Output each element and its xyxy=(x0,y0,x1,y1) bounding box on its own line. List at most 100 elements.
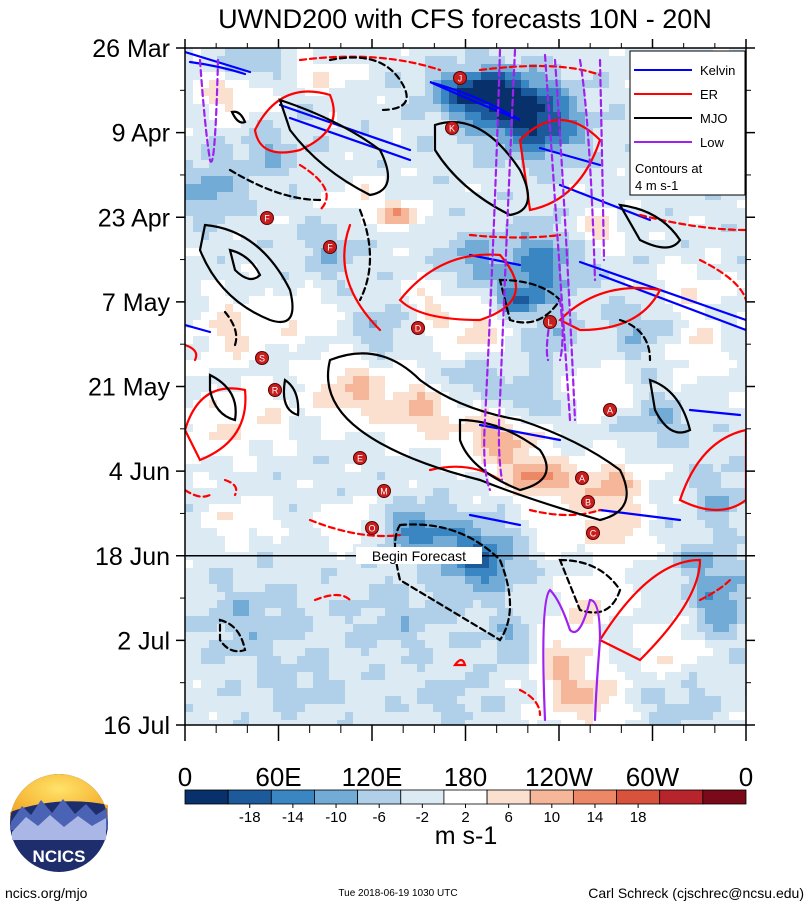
field-cell xyxy=(401,432,410,441)
field-cell xyxy=(649,488,658,497)
field-cell xyxy=(497,504,506,513)
field-cell xyxy=(617,128,626,137)
field-cell xyxy=(377,432,386,441)
field-cell xyxy=(489,176,498,185)
field-cell xyxy=(225,520,234,529)
field-cell xyxy=(337,320,346,329)
field-cell xyxy=(185,368,194,377)
field-cell xyxy=(513,224,522,233)
field-cell xyxy=(489,568,498,577)
field-cell xyxy=(697,424,706,433)
field-cell xyxy=(457,336,466,345)
field-cell xyxy=(489,168,498,177)
field-cell xyxy=(281,416,290,425)
field-cell xyxy=(297,488,306,497)
field-cell xyxy=(489,488,498,497)
field-cell xyxy=(297,240,306,249)
field-cell xyxy=(481,536,490,545)
field-cell xyxy=(185,208,194,217)
field-cell xyxy=(353,168,362,177)
field-cell xyxy=(425,224,434,233)
field-cell xyxy=(705,560,714,569)
field-cell xyxy=(689,248,698,257)
field-cell xyxy=(361,152,370,161)
field-cell xyxy=(529,464,538,473)
field-cell xyxy=(289,120,298,129)
field-cell xyxy=(569,328,578,337)
field-cell xyxy=(225,288,234,297)
field-cell xyxy=(513,200,522,209)
field-cell xyxy=(353,56,362,65)
field-cell xyxy=(721,568,730,577)
field-cell xyxy=(569,208,578,217)
field-cell xyxy=(265,328,274,337)
field-cell xyxy=(441,488,450,497)
field-cell xyxy=(609,440,618,449)
field-cell xyxy=(737,560,746,569)
field-cell xyxy=(209,232,218,241)
field-cell xyxy=(433,528,442,537)
field-cell xyxy=(449,160,458,169)
field-cell xyxy=(537,320,546,329)
field-cell xyxy=(297,344,306,353)
field-cell xyxy=(409,240,418,249)
field-cell xyxy=(217,72,226,81)
field-cell xyxy=(193,336,202,345)
field-cell xyxy=(593,512,602,521)
field-cell xyxy=(337,312,346,321)
field-cell xyxy=(553,352,562,361)
field-cell xyxy=(617,184,626,193)
field-cell xyxy=(273,88,282,97)
field-cell xyxy=(249,320,258,329)
field-cell xyxy=(497,392,506,401)
field-cell xyxy=(329,520,338,529)
field-cell xyxy=(297,496,306,505)
field-cell xyxy=(329,488,338,497)
field-cell xyxy=(337,456,346,465)
field-cell xyxy=(361,488,370,497)
field-cell xyxy=(585,328,594,337)
field-cell xyxy=(329,312,338,321)
field-cell xyxy=(617,192,626,201)
field-cell xyxy=(201,232,210,241)
field-cell xyxy=(233,504,242,513)
field-cell xyxy=(361,232,370,241)
field-cell xyxy=(353,176,362,185)
field-cell xyxy=(313,408,322,417)
field-cell xyxy=(689,560,698,569)
field-cell xyxy=(513,320,522,329)
field-cell xyxy=(537,352,546,361)
field-cell xyxy=(241,136,250,145)
field-cell xyxy=(481,168,490,177)
field-cell xyxy=(497,496,506,505)
field-cell xyxy=(217,104,226,113)
field-cell xyxy=(281,600,290,609)
field-cell xyxy=(545,216,554,225)
field-cell xyxy=(257,440,266,449)
field-cell xyxy=(689,536,698,545)
field-cell xyxy=(385,272,394,281)
field-cell xyxy=(553,560,562,569)
field-cell xyxy=(345,160,354,169)
field-cell xyxy=(329,264,338,273)
field-cell xyxy=(561,72,570,81)
field-cell xyxy=(233,520,242,529)
field-cell xyxy=(609,216,618,225)
field-cell xyxy=(649,536,658,545)
field-cell xyxy=(497,584,506,593)
field-cell xyxy=(553,416,562,425)
field-cell xyxy=(361,288,370,297)
field-cell xyxy=(425,208,434,217)
field-cell xyxy=(401,128,410,137)
field-cell xyxy=(449,176,458,185)
field-cell xyxy=(289,568,298,577)
field-cell xyxy=(641,232,650,241)
field-cell xyxy=(409,232,418,241)
field-cell xyxy=(377,72,386,81)
field-cell xyxy=(625,136,634,145)
field-cell xyxy=(257,456,266,465)
field-cell xyxy=(225,136,234,145)
field-cell xyxy=(577,224,586,233)
field-cell xyxy=(505,368,514,377)
field-cell xyxy=(537,392,546,401)
